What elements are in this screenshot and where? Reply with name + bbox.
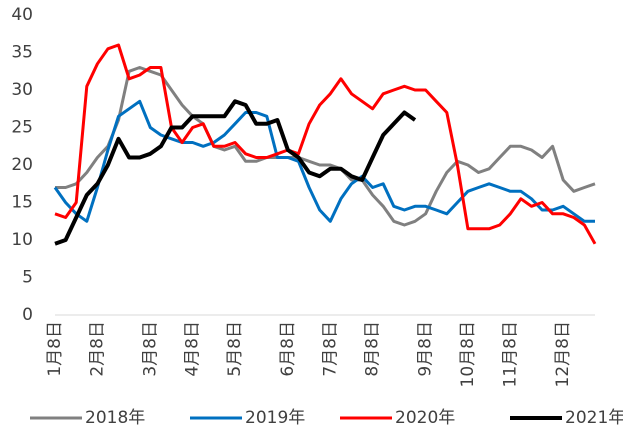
- y-tick-label: 25: [11, 118, 33, 138]
- x-tick-label: 4月8日: [183, 321, 203, 377]
- x-tick-label: 9月8日: [416, 321, 436, 377]
- legend-label: 2020年: [395, 408, 455, 428]
- x-tick-label: 8月8日: [363, 321, 383, 377]
- x-tick-label: 5月8日: [225, 321, 245, 377]
- x-tick-label: 12月8日: [553, 321, 573, 387]
- x-tick-label: 10月8日: [458, 321, 478, 387]
- y-tick-label: 15: [11, 193, 33, 213]
- x-tick-label: 3月8日: [140, 321, 160, 377]
- y-tick-label: 5: [22, 268, 33, 288]
- y-tick-label: 20: [11, 155, 33, 175]
- x-tick-label: 2月8日: [87, 321, 107, 377]
- legend-label: 2021年: [565, 408, 623, 428]
- series-line: [54, 43, 597, 245]
- series-line: [55, 66, 596, 227]
- y-tick-label: 0: [22, 305, 33, 325]
- y-tick-label: 40: [11, 5, 33, 25]
- x-tick-label: 11月8日: [500, 321, 520, 387]
- x-tick-label: 1月8日: [45, 321, 65, 377]
- legend-label: 2018年: [85, 408, 145, 428]
- x-tick-label: 6月8日: [278, 321, 298, 377]
- y-tick-label: 10: [11, 230, 33, 250]
- legend-label: 2019年: [245, 408, 305, 428]
- series-line: [53, 99, 595, 223]
- x-tick-label: 7月8日: [320, 321, 340, 377]
- y-tick-label: 35: [11, 43, 33, 63]
- y-tick-label: 30: [11, 80, 33, 100]
- series-line: [54, 99, 417, 246]
